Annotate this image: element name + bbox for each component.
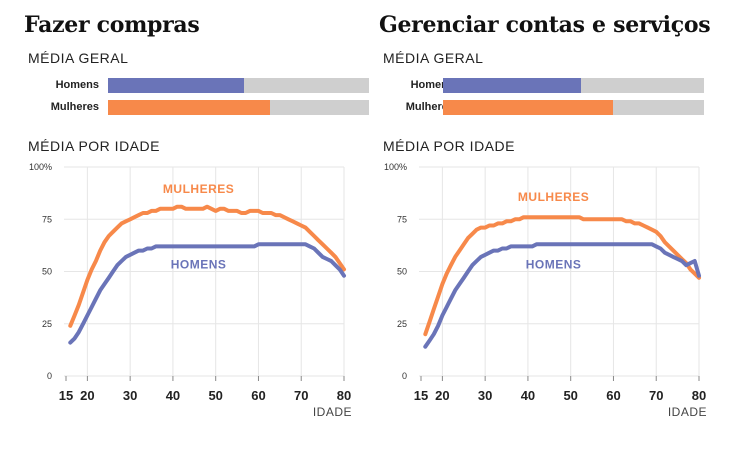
women-bar-label: Mulheres (50, 101, 99, 113)
x-tick-label: 60 (251, 388, 265, 403)
women-bar-fill (108, 100, 270, 115)
x-tick-label: 15 (59, 388, 73, 403)
y-tick-label: 0 (47, 371, 52, 381)
x-tick-label: 60 (606, 388, 620, 403)
x-tick-label: 80 (692, 388, 706, 403)
y-tick-label: 100% (29, 162, 52, 172)
series-label: MULHERES (163, 182, 234, 196)
y-tick-label: 25 (42, 319, 52, 329)
x-tick-label: 80 (337, 388, 351, 403)
men-bar-track (108, 78, 369, 93)
men-bar-label: Homens (55, 79, 99, 91)
age-average-label: MÉDIA POR IDADE (28, 138, 160, 154)
y-tick-label: 50 (42, 267, 52, 277)
series-line (68, 242, 346, 345)
men-bar-fill (108, 78, 244, 93)
x-tick-label: 70 (294, 388, 308, 403)
series-label: HOMENS (171, 257, 227, 271)
series-label: MULHERES (518, 190, 589, 204)
panel-title: Fazer compras (24, 12, 200, 38)
line-chart-bills: 0 25 50 75 100% 15 20 30 40 50 60 70 80 IDADE MULHERES… (384, 162, 707, 419)
women-bar-fill (443, 100, 613, 115)
panel-title: Gerenciar contas e serviços (379, 12, 711, 38)
x-tick-label: 30 (123, 388, 137, 403)
x-tick-label: 40 (166, 388, 180, 403)
line-chart-shopping: 0 25 50 75 100% 15 20 30 40 50 60 70 80 IDADE MULHERES… (29, 162, 352, 419)
overall-average-label: MÉDIA GERAL (28, 50, 129, 66)
panel-shopping: Fazer compras MÉDIA GERAL Homens Mulhere… (24, 0, 384, 457)
x-tick-label: 50 (208, 388, 222, 403)
y-tick-label: 100% (384, 162, 407, 172)
series-line (423, 215, 701, 337)
y-tick-label: 75 (42, 214, 52, 224)
y-tick-label: 0 (402, 371, 407, 381)
x-axis-title: IDADE (668, 405, 707, 419)
men-bar-fill (443, 78, 582, 93)
y-tick-label: 25 (397, 319, 407, 329)
x-axis-title: IDADE (313, 405, 352, 419)
panel-bills: Gerenciar contas e serviços MÉDIA GERAL … (379, 0, 734, 457)
x-tick-label: 15 (414, 388, 428, 403)
series-line (423, 242, 701, 349)
overall-average-label: MÉDIA GERAL (383, 50, 484, 66)
x-tick-label: 20 (80, 388, 94, 403)
women-bar-track (443, 100, 704, 115)
x-tick-label: 50 (563, 388, 577, 403)
x-tick-label: 40 (521, 388, 535, 403)
men-bar-track (443, 78, 704, 93)
series-line (68, 204, 346, 328)
series-label: HOMENS (526, 257, 582, 271)
women-bar-track (108, 100, 369, 115)
x-tick-label: 70 (649, 388, 663, 403)
age-average-label: MÉDIA POR IDADE (383, 138, 515, 154)
y-tick-label: 75 (397, 214, 407, 224)
x-tick-label: 30 (478, 388, 492, 403)
x-tick-label: 20 (435, 388, 449, 403)
women-bar-label: Mulheres (405, 101, 454, 113)
y-tick-label: 50 (397, 267, 407, 277)
